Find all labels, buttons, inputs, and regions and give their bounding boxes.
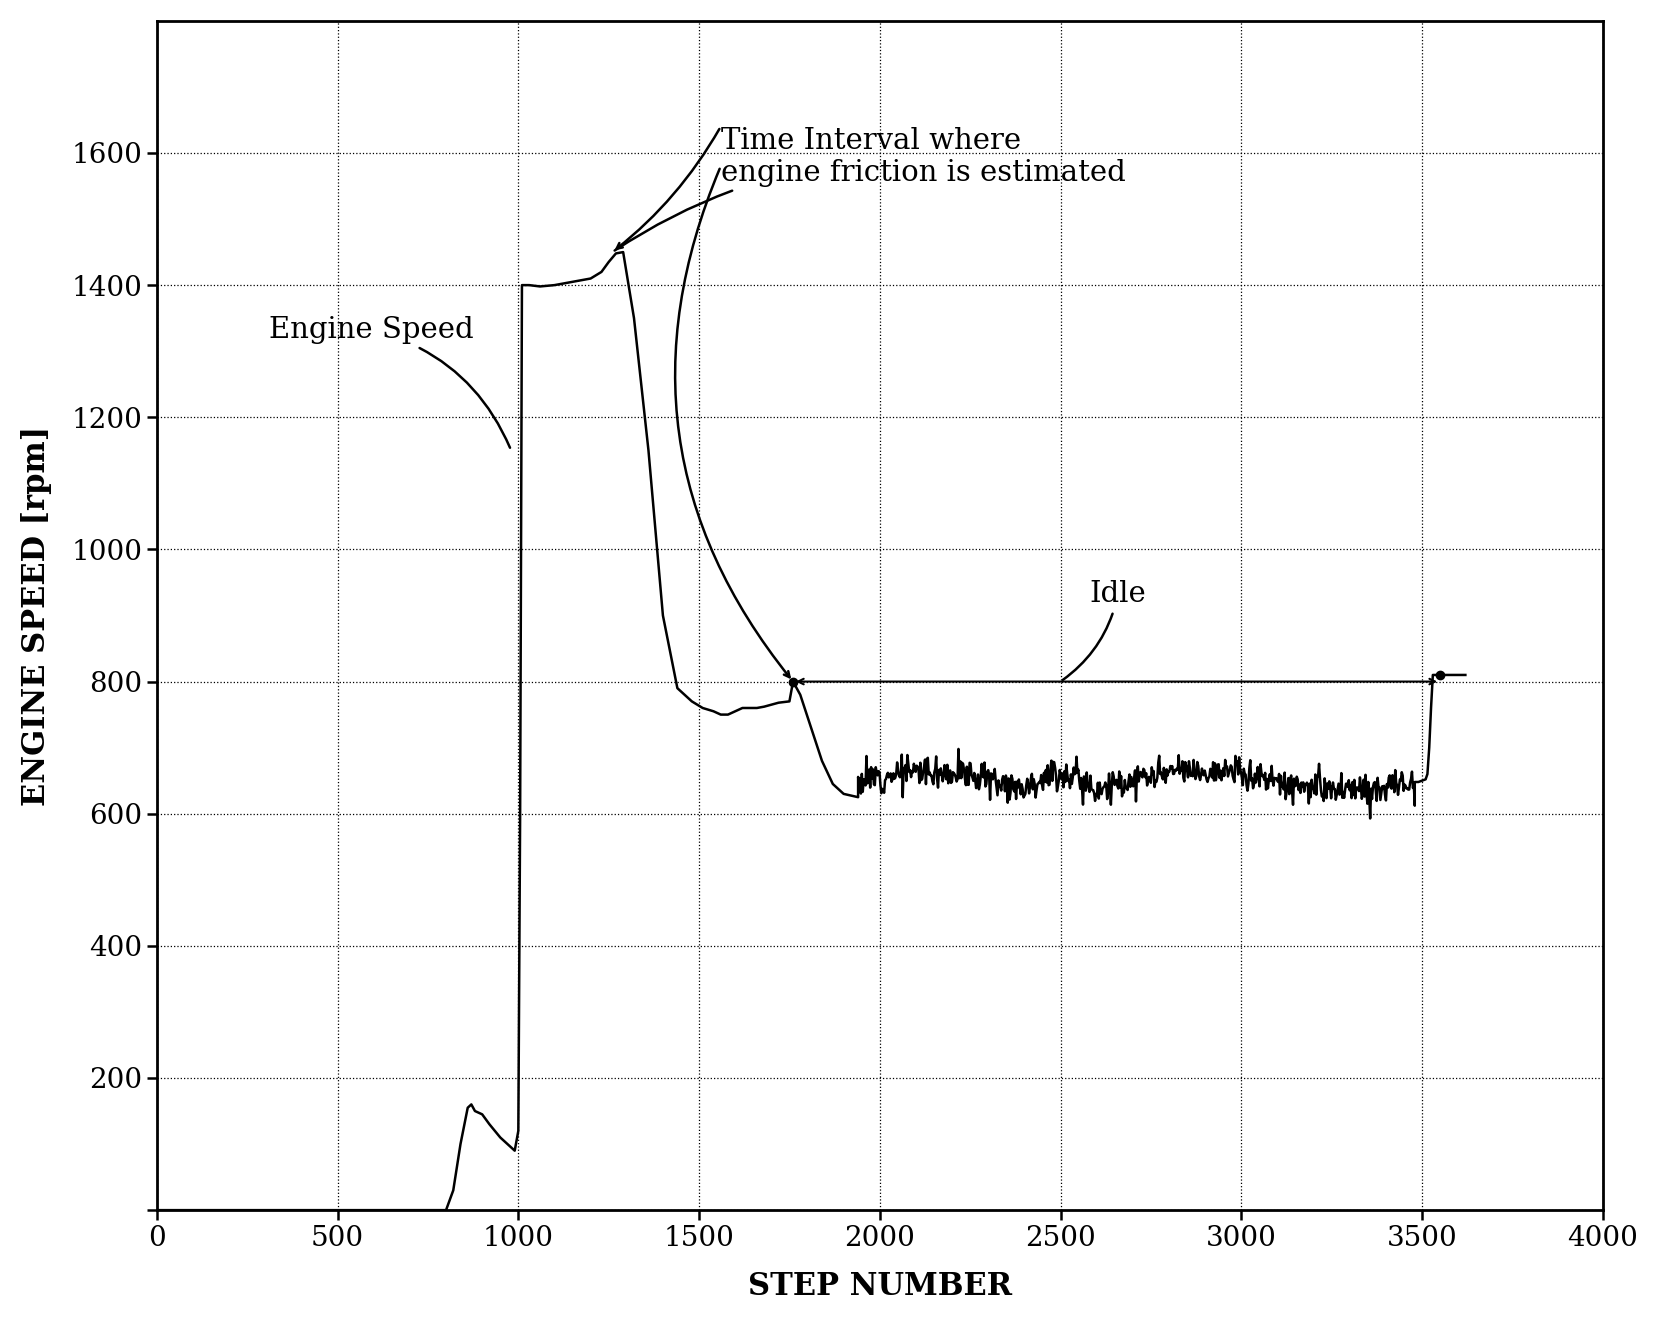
Text: Idle: Idle — [1063, 581, 1146, 680]
Text: Engine Speed: Engine Speed — [269, 316, 509, 447]
Y-axis label: ENGINE SPEED [rpm]: ENGINE SPEED [rpm] — [22, 426, 51, 806]
Text: Time Interval where
engine friction is estimated: Time Interval where engine friction is e… — [614, 127, 1125, 250]
X-axis label: STEP NUMBER: STEP NUMBER — [748, 1271, 1012, 1302]
